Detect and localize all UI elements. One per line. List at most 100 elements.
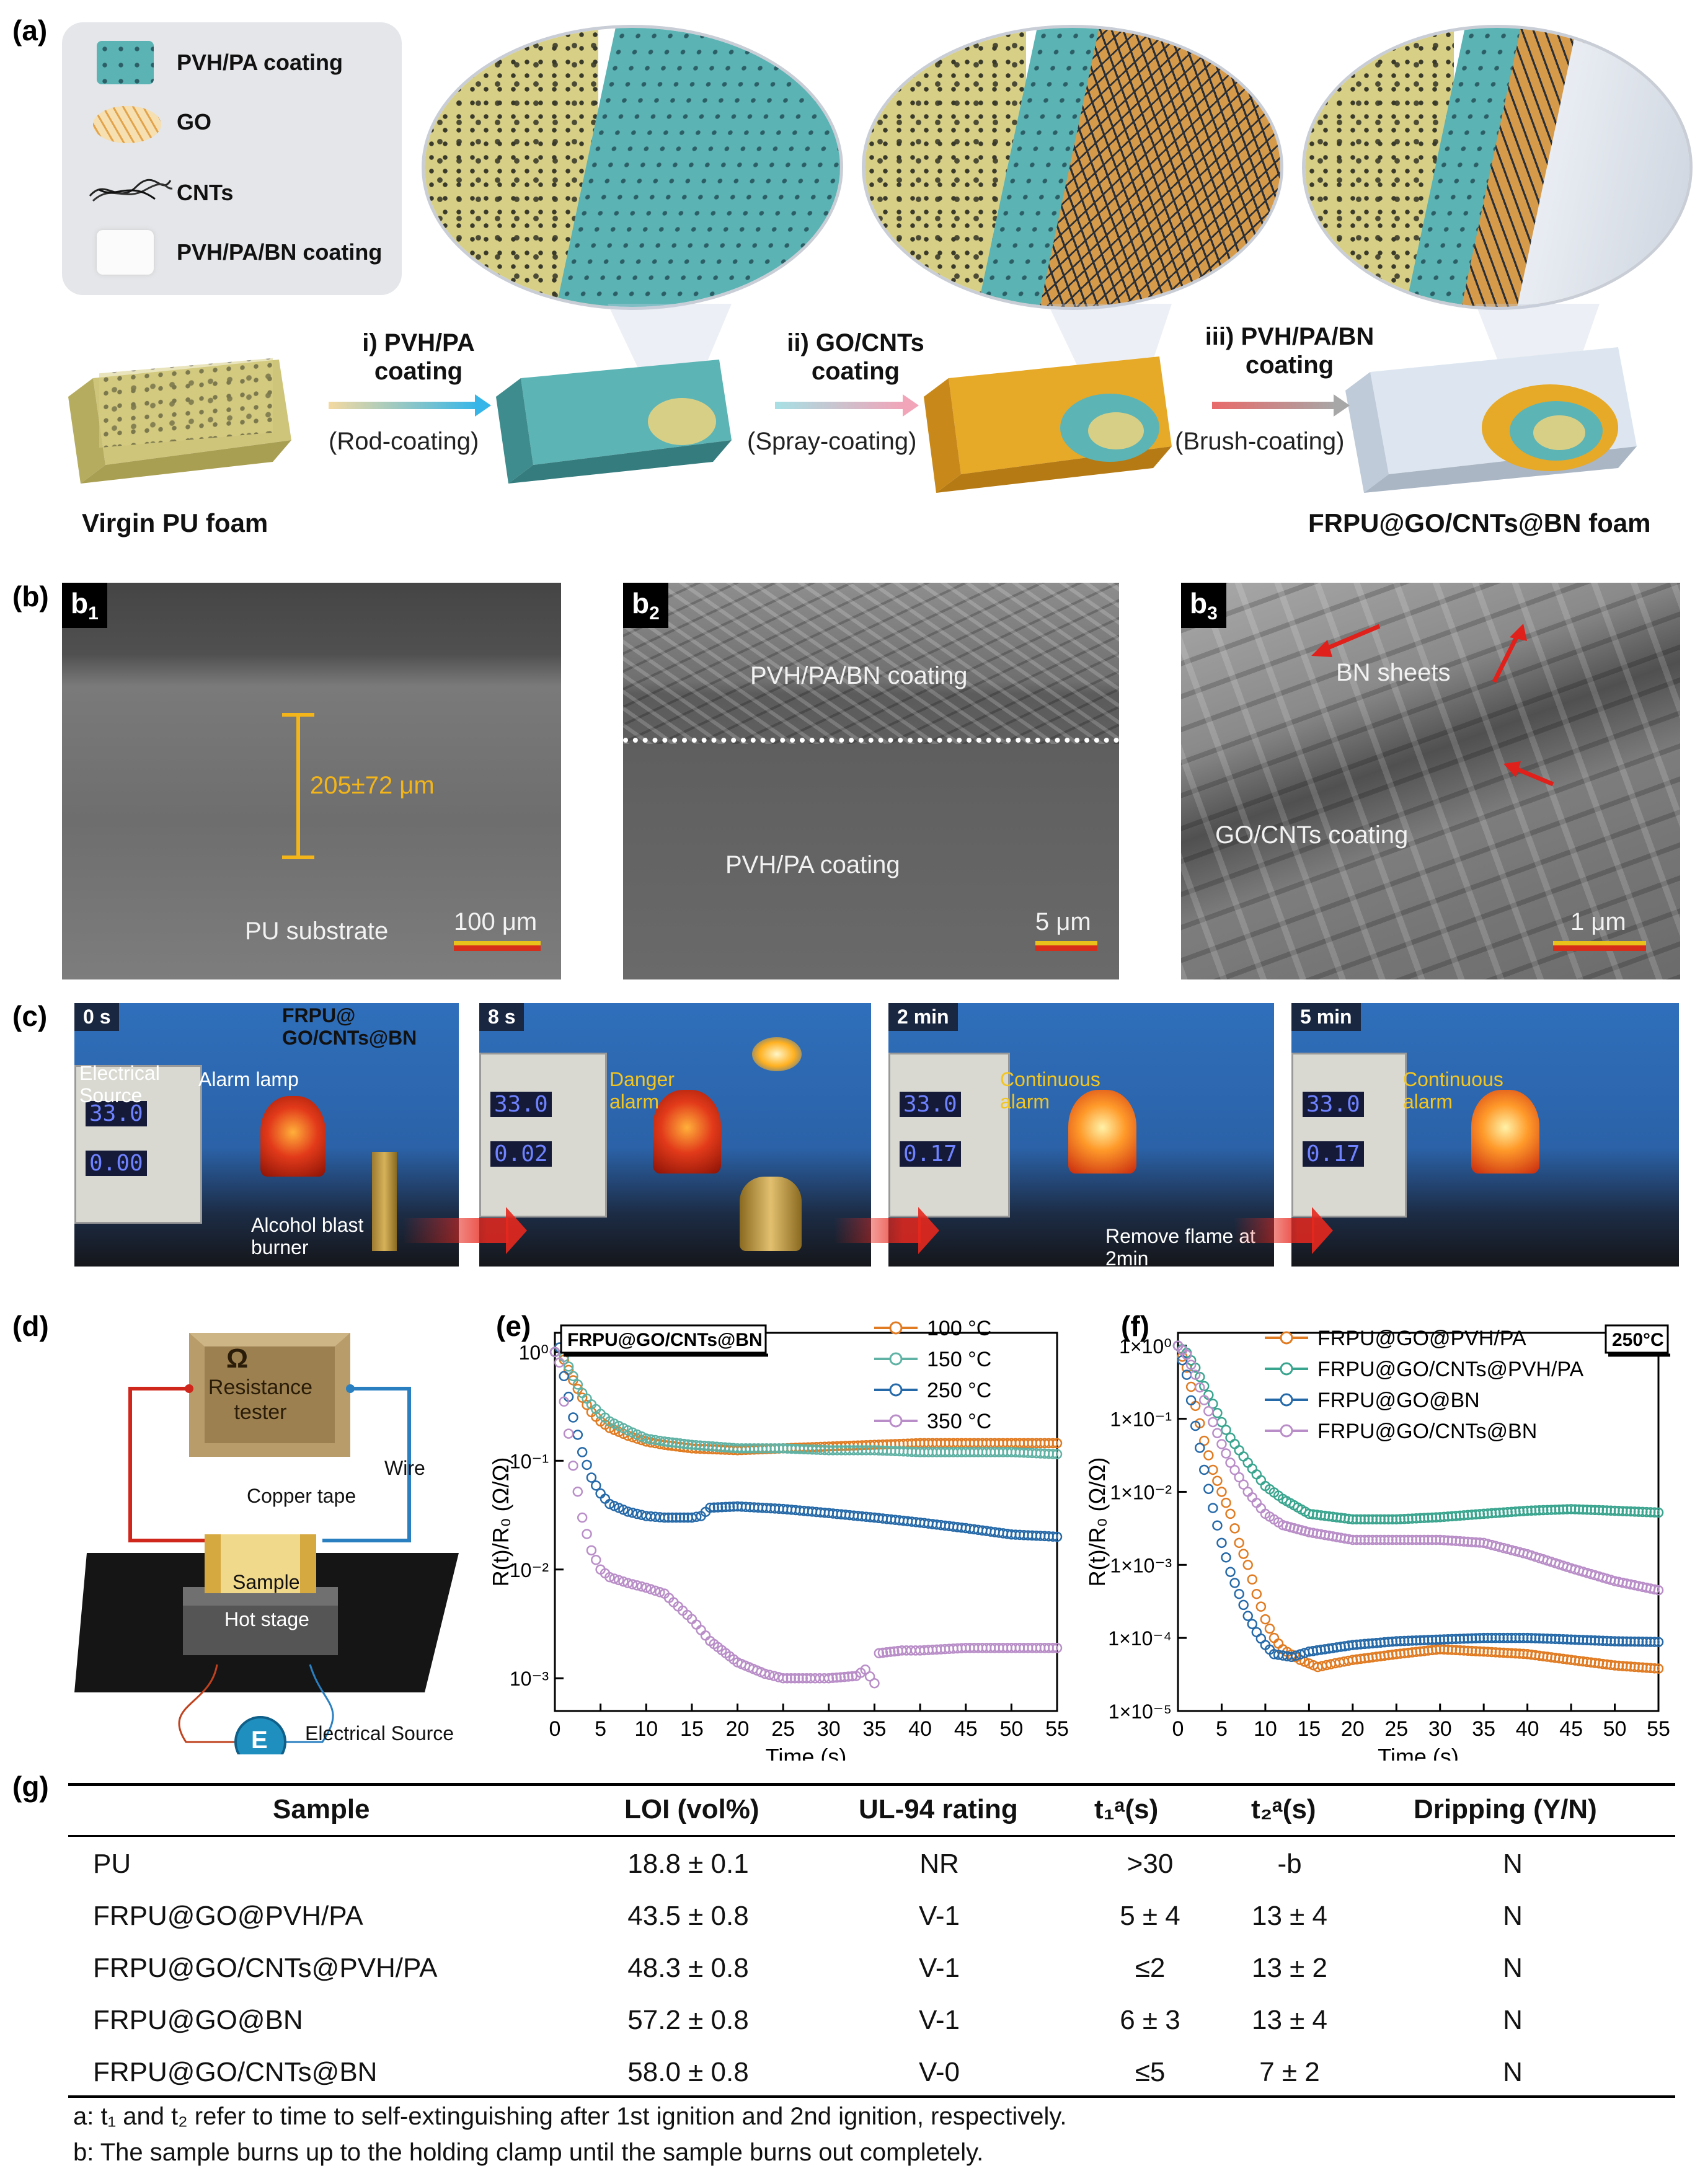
- y-tick-label: 10⁰: [519, 1342, 549, 1364]
- data-point: [559, 1396, 569, 1407]
- data-point: [1251, 1469, 1262, 1480]
- scale-text: 1 μm: [1570, 908, 1626, 935]
- x-tick-label: 55: [1647, 1717, 1670, 1741]
- voltage-display: 33.0: [900, 1092, 961, 1117]
- data-point: [717, 1501, 727, 1513]
- photo-label: Alcohol blast burner: [251, 1214, 364, 1258]
- data-point: [1653, 1663, 1664, 1674]
- photo-label: Continuous alarm: [1000, 1068, 1100, 1113]
- data-point: [568, 1412, 578, 1423]
- x-tick-label: 45: [954, 1717, 978, 1741]
- data-point: [632, 1429, 642, 1440]
- x-tick-label: 30: [817, 1717, 841, 1741]
- chart-f: 0 5 10 15 20 25 30 35 40 45 50 55 1×10⁰ 1×10⁻¹ 1×10⁻² 1…: [1084, 1324, 1670, 1761]
- sample-label: Sample: [232, 1571, 300, 1593]
- data-point: [618, 1576, 629, 1587]
- legend-marker: [1280, 1362, 1293, 1376]
- data-point: [559, 1371, 569, 1382]
- current-display: 0.17: [900, 1141, 961, 1167]
- data-point: [622, 1578, 634, 1588]
- table-cell: -b: [1277, 1849, 1302, 1879]
- legend-label: FRPU@GO@BN: [1317, 1389, 1480, 1412]
- data-point: [1234, 1537, 1244, 1549]
- data-point: [1229, 1465, 1240, 1475]
- voltage-display: 33.0: [1303, 1092, 1364, 1117]
- panel-label-e: (e): [496, 1310, 531, 1342]
- data-point: [582, 1399, 592, 1410]
- data-point: [691, 1619, 702, 1630]
- data-point: [1247, 1463, 1258, 1474]
- sem-tag: b2: [623, 583, 668, 629]
- data-point: [645, 1584, 656, 1594]
- data-point: [1225, 1432, 1236, 1443]
- photo-frame: 5 min 33.0 0.17 Continuous alarm: [1291, 1003, 1679, 1267]
- data-point: [881, 1647, 892, 1658]
- data-point: [1048, 1449, 1058, 1459]
- data-point: [786, 1673, 797, 1684]
- data-point: [1048, 1643, 1058, 1653]
- data-point: [618, 1505, 629, 1515]
- step-title: iii) PVH/PA/BN coating: [1205, 323, 1375, 379]
- y-tick-label: 10⁻³: [510, 1668, 549, 1690]
- photo-label: Electrical Source: [79, 1062, 160, 1107]
- table-bottom-rule: [68, 2095, 1675, 2098]
- white-cube-icon: [97, 230, 154, 275]
- time-tag: 0 s: [74, 1003, 120, 1031]
- table-cell: FRPU@GO@BN: [93, 2005, 303, 2035]
- legend-label: 100 °C: [927, 1317, 991, 1340]
- table-cell: 58.0 ± 0.8: [627, 2057, 749, 2087]
- x-tick-label: 20: [726, 1717, 750, 1741]
- legend-label: 350 °C: [927, 1410, 991, 1433]
- data-point: [1221, 1497, 1231, 1508]
- legend-marker: [889, 1352, 903, 1366]
- column-header: Sample: [273, 1794, 370, 1824]
- voltage-display: 33.0: [86, 1101, 147, 1126]
- data-point: [864, 1671, 875, 1682]
- table-cell: 5 ± 4: [1120, 1901, 1180, 1931]
- legend-label: FRPU@GO/CNTs@PVH/PA: [1317, 1358, 1584, 1381]
- data-point: [869, 1678, 880, 1689]
- table-row: FRPU@GO@BN 57.2 ± 0.8 V-1 6 ± 3 13 ± 4 N: [68, 1994, 1675, 2043]
- table-row: PU 18.8 ± 0.1 NR >30 -b N: [68, 1837, 1675, 1887]
- table-cell: V-1: [918, 2005, 960, 2035]
- table-cell: V-1: [918, 1901, 960, 1931]
- data-point: [843, 1671, 854, 1682]
- table-cell: NR: [919, 1849, 959, 1879]
- chart-e: 0 5 10 15 20 25 30 35 40 45 50 55 10⁰ 10⁻¹ 10⁻² 10⁻³ Tim…: [488, 1317, 1069, 1761]
- x-tick-label: 40: [1516, 1717, 1539, 1741]
- data-point: [1199, 1395, 1210, 1405]
- photo-label: Remove flame at 2min: [1105, 1225, 1255, 1267]
- data-point: [1225, 1457, 1236, 1468]
- data-point: [1199, 1464, 1210, 1475]
- legend-label: 150 °C: [927, 1348, 991, 1371]
- y-tick-label: 1×10⁰: [1119, 1335, 1172, 1358]
- legend-marker: [889, 1414, 903, 1428]
- data-point: [1185, 1395, 1197, 1406]
- bn-coated-block: [1345, 347, 1637, 493]
- x-tick-label: 50: [999, 1717, 1023, 1741]
- teal-cube-icon: [97, 41, 154, 84]
- data-series: [549, 1342, 1063, 1542]
- data-point: [831, 1672, 842, 1683]
- data-point: [636, 1581, 647, 1592]
- data-point: [1247, 1574, 1258, 1585]
- data-point: [874, 1648, 885, 1659]
- footnote: b: The sample burns up to the holding cl…: [73, 2139, 984, 2166]
- photo-frame: 2 min 33.0 0.17 Continuous alarm Remove …: [888, 1003, 1274, 1267]
- data-point: [1048, 1438, 1058, 1449]
- magnified-bubble: [1302, 25, 1693, 310]
- data-point: [1255, 1601, 1267, 1612]
- y-tick-label: 1×10⁻⁵: [1109, 1700, 1172, 1723]
- red-arrows: [1311, 624, 1554, 787]
- panel-label-c: (c): [12, 1000, 48, 1032]
- x-tick-label: 35: [863, 1717, 887, 1741]
- y-tick-label: 1×10⁻⁴: [1108, 1627, 1172, 1650]
- data-series: [549, 1342, 1063, 1459]
- stage-label: Hot stage: [224, 1608, 309, 1630]
- data-point: [563, 1428, 574, 1439]
- time-tag: 2 min: [888, 1003, 958, 1031]
- photo-frame: 0 s 33.0 0.00 Electrical Source Alarm la…: [74, 1003, 459, 1267]
- data-point: [1194, 1382, 1205, 1393]
- data-point: [777, 1673, 789, 1684]
- process-arrow: [329, 394, 491, 417]
